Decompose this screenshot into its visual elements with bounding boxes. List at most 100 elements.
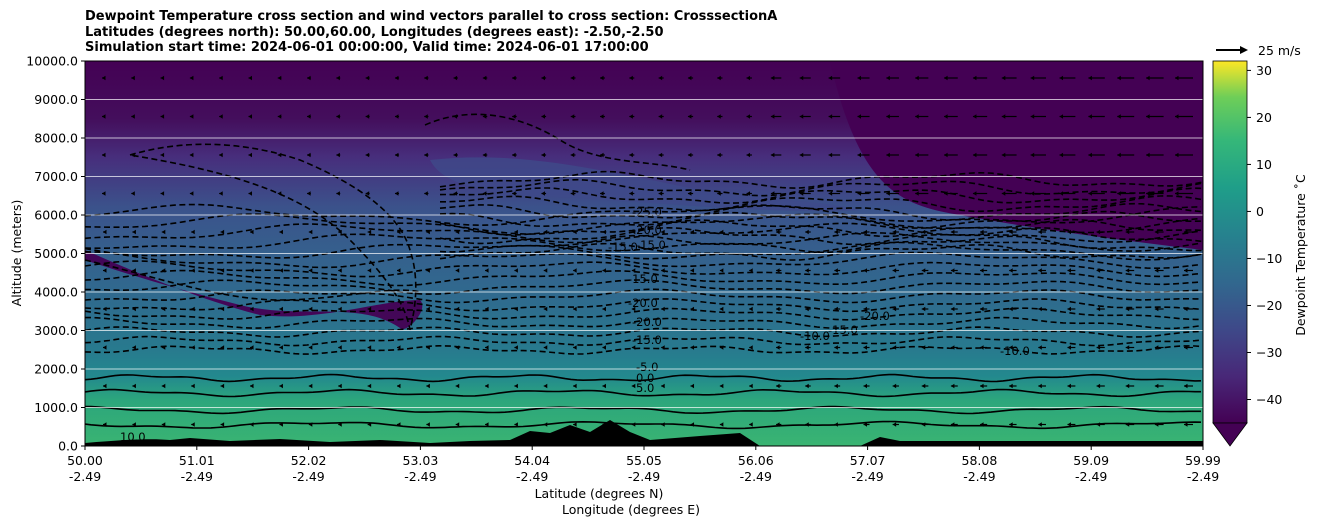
y-tick-label: 3000.0 (34, 323, 78, 338)
wind-vector-head (1117, 152, 1121, 158)
wind-vector-head (892, 268, 897, 273)
wind-vector-head (776, 345, 780, 350)
quiver-key-label: 25 m/s (1258, 43, 1301, 58)
wind-vector-head (453, 75, 458, 81)
wind-vector-head (799, 191, 804, 196)
dashed-contour (85, 307, 1202, 321)
wind-vector-head (749, 268, 753, 273)
contour-label: -15.0 (628, 272, 658, 286)
wind-vector-head (248, 114, 252, 119)
x-tick-latitude: 59.09 (1073, 453, 1109, 468)
wind-vector-head (160, 191, 165, 196)
wind-vector-head (248, 152, 252, 158)
wind-vector-head (397, 422, 401, 427)
y-tick-label: 8000.0 (34, 131, 78, 146)
wind-vector-head (1125, 229, 1130, 235)
dashed-contour (85, 222, 1202, 244)
wind-vector-head (776, 229, 780, 235)
wind-vector-head (944, 75, 948, 81)
wind-vector-head (661, 422, 665, 427)
wind-vector-head (980, 422, 984, 427)
solid-contour (85, 420, 1202, 430)
contour-labels: -25.0-20.0-15.0-15.0-15.0-20.0-20.0-15.0… (120, 205, 1030, 444)
colorbar-tick-label: 10 (1256, 157, 1272, 172)
wind-vector-head (980, 268, 984, 273)
colorbar-label: Dewpoint Temperature ˚C (1293, 174, 1308, 336)
wind-vector-head (805, 229, 809, 235)
wind-vector-head (161, 229, 166, 235)
wind-vector-head (277, 75, 282, 81)
wind-vector-head (1038, 345, 1042, 350)
wind-vector-head (719, 268, 724, 273)
wind-vector-head (805, 345, 809, 350)
wind-vector-head (661, 229, 665, 235)
wind-vector-head (1184, 268, 1188, 273)
wind-vector-head (1175, 152, 1179, 158)
contour-label: -15.0 (608, 240, 638, 254)
wind-vector-head (915, 114, 919, 119)
wind-vector-head (397, 306, 401, 312)
wind-vector-head (1067, 306, 1071, 312)
wind-vector-head (365, 191, 370, 196)
wind-vector-head (857, 152, 861, 158)
wind-vector-head (250, 229, 254, 235)
wind-vector-head (600, 114, 604, 119)
wind-vector-head (863, 229, 868, 235)
wind-vector-head (131, 191, 135, 196)
wind-vector-head (426, 229, 430, 235)
y-tick-label: 0.0 (58, 439, 78, 454)
wind-vector-head (972, 75, 977, 81)
wind-vector-head (543, 422, 548, 427)
wind-vector-head (336, 191, 340, 196)
wind-vector-head (719, 422, 724, 427)
x-tick-latitude: 53.03 (403, 453, 439, 468)
wind-vector-head (250, 422, 254, 427)
wind-vector-head (541, 75, 545, 81)
wind-vector-head (1117, 114, 1121, 119)
wind-vector-head (573, 422, 577, 427)
wind-vector-head (972, 191, 977, 196)
wind-vector-head (602, 345, 606, 350)
wind-vector-head (397, 268, 401, 273)
wind-vector-head (424, 114, 428, 119)
wind-vector-head (690, 422, 695, 427)
wind-vector-head (834, 268, 838, 273)
wind-vector-head (1038, 422, 1042, 427)
wind-vector-head (514, 268, 518, 273)
wind-vector-head (863, 383, 868, 389)
wind-vector-head (219, 191, 223, 196)
wind-vector-head (514, 383, 518, 389)
contour-label: -20.0 (860, 309, 890, 323)
wind-vector-head (629, 152, 633, 158)
wind-vector-head (189, 191, 194, 196)
wind-vector-head (658, 114, 663, 119)
wind-vector-head (485, 268, 489, 273)
wind-vector-head (514, 422, 518, 427)
y-tick-label: 6000.0 (34, 208, 78, 223)
wind-vector-head (950, 268, 955, 273)
contour-label: -15.0 (636, 238, 666, 252)
wind-vector-head (863, 306, 868, 312)
wind-vector-head (1184, 345, 1188, 350)
wind-vector-head (426, 345, 430, 350)
wind-vector-head (394, 152, 399, 158)
wind-vector-head (1059, 75, 1064, 81)
wind-vector-head (950, 383, 955, 389)
wind-vector-head (191, 306, 195, 312)
y-tick-label: 4000.0 (34, 285, 78, 300)
wind-vector-head (1059, 152, 1064, 158)
wind-vector-head (892, 345, 897, 350)
wind-vector-head (834, 306, 838, 312)
wind-vector-head (776, 422, 780, 427)
wind-vector-head (1125, 268, 1130, 273)
x-tick-latitude: 55.05 (626, 453, 662, 468)
x-tick-latitude: 59.99 (1185, 453, 1221, 468)
wind-vector-head (220, 229, 225, 235)
colorbar-tick-label: 0 (1256, 204, 1264, 219)
wind-vector-head (132, 345, 136, 350)
wind-vector-head (631, 345, 636, 350)
wind-vector-head (631, 229, 636, 235)
wind-vector-head (687, 152, 692, 158)
wind-vector-head (770, 191, 775, 196)
